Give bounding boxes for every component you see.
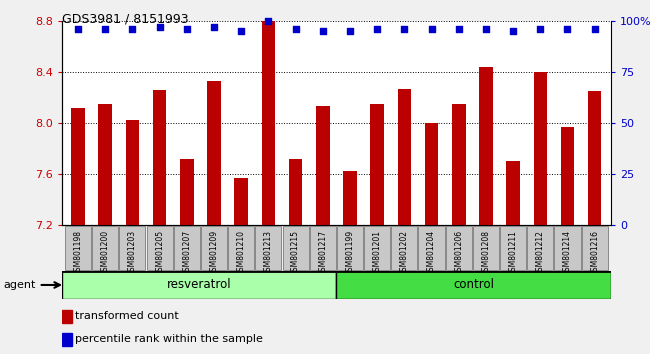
Point: [481, 27, 491, 32]
Bar: [153, 90, 166, 225]
Text: GSM801213: GSM801213: [264, 230, 273, 276]
Point: [508, 29, 518, 34]
Point: [73, 27, 83, 32]
FancyBboxPatch shape: [364, 226, 390, 270]
Point: [535, 27, 545, 32]
FancyBboxPatch shape: [255, 226, 281, 270]
Text: GSM801209: GSM801209: [209, 230, 218, 276]
FancyBboxPatch shape: [120, 226, 146, 270]
Bar: [588, 91, 601, 225]
Bar: [72, 108, 85, 225]
Text: GSM801207: GSM801207: [183, 230, 191, 276]
FancyBboxPatch shape: [554, 226, 580, 270]
FancyBboxPatch shape: [446, 226, 472, 270]
Bar: [424, 123, 438, 225]
Text: GSM801198: GSM801198: [73, 230, 83, 276]
FancyBboxPatch shape: [500, 226, 526, 270]
Point: [344, 29, 355, 34]
Bar: [343, 171, 357, 225]
Bar: [235, 178, 248, 225]
Bar: [207, 81, 221, 225]
Text: GSM801201: GSM801201: [372, 230, 382, 276]
Bar: [561, 127, 575, 225]
Bar: [62, 333, 72, 346]
Text: GSM801212: GSM801212: [536, 230, 545, 276]
Bar: [370, 104, 384, 225]
FancyBboxPatch shape: [527, 226, 553, 270]
Point: [236, 29, 246, 34]
Text: GSM801208: GSM801208: [482, 230, 490, 276]
Point: [181, 27, 192, 32]
Bar: [62, 310, 72, 323]
Bar: [534, 72, 547, 225]
Text: transformed count: transformed count: [75, 312, 179, 321]
FancyBboxPatch shape: [582, 226, 608, 270]
FancyBboxPatch shape: [147, 226, 173, 270]
Text: GSM801217: GSM801217: [318, 230, 328, 276]
Text: agent: agent: [3, 280, 36, 290]
Point: [562, 27, 573, 32]
Text: GSM801205: GSM801205: [155, 230, 164, 276]
Point: [454, 27, 464, 32]
FancyBboxPatch shape: [62, 271, 337, 299]
FancyBboxPatch shape: [310, 226, 336, 270]
Text: GSM801203: GSM801203: [128, 230, 137, 276]
Text: GSM801216: GSM801216: [590, 230, 599, 276]
Bar: [506, 161, 520, 225]
Bar: [289, 159, 302, 225]
Bar: [398, 88, 411, 225]
Text: percentile rank within the sample: percentile rank within the sample: [75, 335, 263, 344]
Text: GSM801202: GSM801202: [400, 230, 409, 276]
FancyBboxPatch shape: [419, 226, 445, 270]
Text: GSM801211: GSM801211: [508, 230, 517, 276]
Point: [127, 27, 138, 32]
FancyBboxPatch shape: [337, 271, 611, 299]
FancyBboxPatch shape: [283, 226, 309, 270]
Bar: [98, 104, 112, 225]
Point: [426, 27, 437, 32]
Bar: [316, 107, 330, 225]
Text: GSM801204: GSM801204: [427, 230, 436, 276]
Bar: [125, 120, 139, 225]
Bar: [479, 67, 493, 225]
Text: GSM801215: GSM801215: [291, 230, 300, 276]
FancyBboxPatch shape: [473, 226, 499, 270]
Point: [209, 24, 219, 30]
FancyBboxPatch shape: [65, 226, 91, 270]
Text: GSM801206: GSM801206: [454, 230, 463, 276]
FancyBboxPatch shape: [391, 226, 417, 270]
Bar: [180, 159, 194, 225]
Point: [263, 18, 274, 24]
FancyBboxPatch shape: [174, 226, 200, 270]
Point: [372, 27, 382, 32]
FancyBboxPatch shape: [337, 226, 363, 270]
FancyBboxPatch shape: [201, 226, 227, 270]
FancyBboxPatch shape: [92, 226, 118, 270]
Point: [590, 27, 600, 32]
Bar: [261, 21, 275, 225]
Text: GSM801210: GSM801210: [237, 230, 246, 276]
Text: GDS3981 / 8151993: GDS3981 / 8151993: [62, 12, 188, 25]
Bar: [452, 104, 465, 225]
Point: [100, 27, 110, 32]
Point: [399, 27, 410, 32]
FancyBboxPatch shape: [228, 226, 254, 270]
Text: GSM801214: GSM801214: [563, 230, 572, 276]
Point: [318, 29, 328, 34]
Point: [155, 24, 165, 30]
Point: [291, 27, 301, 32]
Text: GSM801199: GSM801199: [345, 230, 354, 276]
Text: GSM801200: GSM801200: [101, 230, 110, 276]
Text: control: control: [453, 279, 494, 291]
Text: resveratrol: resveratrol: [167, 279, 231, 291]
